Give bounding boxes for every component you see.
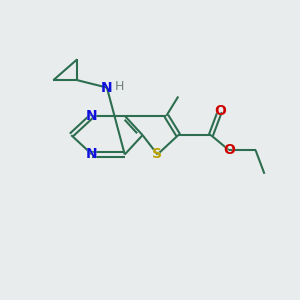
Text: N: N xyxy=(86,148,98,161)
Text: N: N xyxy=(86,148,98,161)
Text: S: S xyxy=(152,148,162,161)
Text: S: S xyxy=(152,148,162,161)
Text: H: H xyxy=(115,80,124,93)
Text: N: N xyxy=(86,109,98,123)
Text: O: O xyxy=(214,104,226,118)
Text: N: N xyxy=(86,109,98,123)
Text: N: N xyxy=(101,81,113,94)
Text: O: O xyxy=(223,143,235,157)
Text: O: O xyxy=(214,104,226,118)
Text: O: O xyxy=(223,143,235,157)
